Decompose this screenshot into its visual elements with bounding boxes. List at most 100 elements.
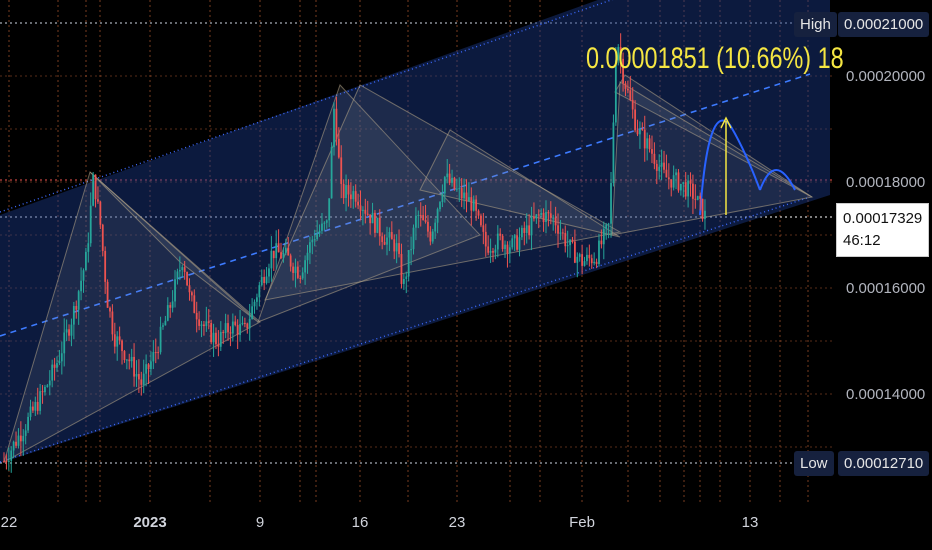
candle-body	[398, 243, 400, 254]
candle-body	[374, 212, 376, 233]
candle-body	[260, 276, 263, 286]
candle-body	[581, 254, 584, 266]
triangle-pattern	[257, 84, 481, 323]
candle-body	[277, 243, 280, 253]
candle-body	[701, 198, 704, 220]
y-tick-label: 0.00014000	[846, 386, 926, 403]
x-tick-label: 2023	[133, 514, 167, 531]
candle-body	[463, 192, 465, 199]
candle-body	[460, 188, 463, 199]
candle-body	[626, 88, 629, 91]
candle-body	[588, 254, 591, 259]
candle-body	[436, 209, 439, 223]
candle-body	[309, 242, 311, 253]
candle-body	[137, 373, 140, 380]
candle-body	[157, 352, 160, 354]
y-tick-label: 0.00016000	[846, 280, 926, 297]
candle-body	[195, 312, 198, 320]
candle-body	[246, 323, 249, 329]
candle-body	[434, 222, 437, 232]
candle-body	[205, 321, 208, 327]
candle-body	[56, 363, 58, 368]
candle-body	[101, 224, 104, 251]
candle-body	[540, 212, 543, 215]
candle-body	[193, 295, 196, 313]
candle-body	[299, 277, 302, 279]
candle-body	[641, 128, 644, 130]
candle-body	[51, 364, 54, 381]
last-price-tag: 0.00017329 46:12	[836, 203, 930, 257]
candle-body	[92, 174, 95, 206]
candle-body	[554, 217, 557, 226]
candle-body	[318, 230, 321, 234]
x-tick-label: 22	[0, 514, 18, 531]
candle-body	[417, 215, 420, 217]
candle-body	[123, 351, 126, 361]
candle-body	[176, 271, 179, 280]
candle-body	[696, 196, 699, 200]
candle-body	[77, 291, 80, 310]
candle-body	[670, 179, 673, 188]
candle-body	[224, 323, 227, 334]
candle-body	[46, 385, 49, 387]
candle-body	[125, 359, 128, 361]
candle-body	[388, 232, 391, 238]
candle-body	[313, 239, 316, 241]
candle-body	[145, 364, 148, 374]
candle-body	[284, 247, 287, 253]
candle-body	[684, 182, 687, 197]
candle-body	[636, 130, 639, 135]
candle-body	[272, 250, 275, 259]
candle-body	[431, 231, 434, 242]
chart-grid	[0, 0, 835, 505]
candle-body	[689, 180, 692, 184]
candle-body	[441, 193, 444, 203]
candle-body	[164, 320, 167, 326]
candle-body	[89, 205, 92, 244]
candle-body	[600, 240, 603, 245]
candle-body	[622, 58, 624, 84]
candle-body	[660, 162, 663, 167]
candle-body	[369, 214, 372, 224]
candle-body	[198, 319, 201, 326]
candle-body	[366, 213, 369, 215]
candle-body	[528, 225, 531, 236]
candle-body	[301, 272, 304, 279]
candle-body	[677, 172, 680, 191]
candle-body	[530, 216, 533, 236]
candle-body	[7, 460, 10, 462]
candle-body	[682, 182, 685, 184]
candle-body	[65, 329, 68, 333]
candle-body	[44, 386, 46, 393]
candle-body	[337, 138, 340, 158]
candle-body	[520, 227, 523, 238]
candle-body	[549, 213, 552, 218]
candle-body	[275, 243, 278, 259]
triangle-pattern	[3, 171, 261, 464]
candle-body	[424, 220, 427, 222]
triangle-pattern	[89, 171, 259, 323]
candle-body	[629, 90, 632, 100]
x-tick-label: Feb	[569, 514, 595, 531]
candle-body	[181, 267, 184, 271]
x-tick-label: 23	[448, 514, 466, 531]
candle-body	[159, 326, 162, 353]
candle-body	[704, 210, 706, 220]
candle-body	[487, 246, 490, 253]
candle-body	[82, 270, 85, 281]
candle-body	[27, 416, 29, 431]
candle-body	[316, 233, 319, 240]
candle-body	[227, 323, 229, 333]
candle-body	[362, 209, 364, 211]
candle-body	[234, 321, 237, 326]
candle-body	[292, 266, 294, 273]
candle-body	[135, 373, 138, 377]
candle-body	[400, 253, 403, 284]
candle-body	[5, 461, 8, 463]
candle-body	[412, 227, 415, 250]
candle-body	[547, 212, 550, 214]
candle-body	[614, 60, 617, 123]
candle-body	[508, 247, 511, 254]
candle-body	[439, 202, 441, 210]
